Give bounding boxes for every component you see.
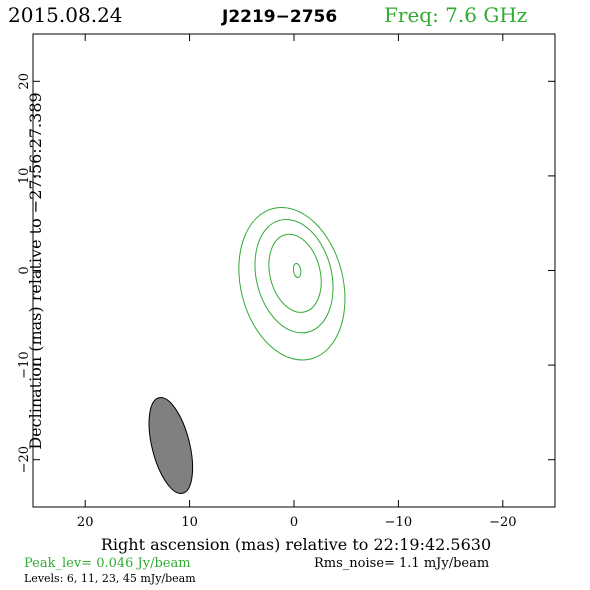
x-tick-label: −20 — [489, 515, 516, 530]
source-name: J2219−2756 — [221, 7, 337, 27]
x-axis-label: Right ascension (mas) relative to 22:19:… — [101, 535, 491, 554]
x-tick-label: 0 — [290, 515, 298, 530]
y-tick-label: 10 — [17, 168, 32, 185]
observation-date: 2015.08.24 — [8, 3, 123, 27]
axis-tick-labels: 20 10 0 −10 −20 20 10 0 −10 −20 — [17, 73, 517, 530]
frequency-label: Freq: 7.6 GHz — [384, 3, 527, 27]
rms-noise: Rms_noise= 1.1 mJy/beam — [314, 556, 489, 571]
contour-level-11 — [254, 218, 334, 334]
plot-frame — [32, 33, 556, 508]
beam-layer — [148, 397, 194, 494]
contour-level-6 — [238, 206, 346, 361]
y-axis-label: Declination (mas) relative to −27:56:27.… — [26, 92, 45, 449]
axis-ticks — [33, 34, 555, 507]
contour-lines — [238, 206, 346, 361]
contour-level-23 — [268, 233, 322, 313]
beam-ellipse — [148, 397, 194, 494]
x-tick-label: 20 — [77, 515, 94, 530]
y-tick-label: −10 — [17, 351, 32, 378]
x-tick-label: 10 — [181, 515, 198, 530]
y-tick-label: −20 — [17, 446, 32, 473]
y-tick-label: 0 — [17, 266, 32, 274]
x-tick-label: −10 — [385, 515, 412, 530]
y-tick-label: 20 — [17, 73, 32, 90]
contour-level-45 — [292, 262, 302, 279]
contour-levels: Levels: 6, 11, 23, 45 mJy/beam — [24, 572, 196, 585]
peak-level: Peak_lev= 0.046 Jy/beam — [24, 556, 191, 571]
